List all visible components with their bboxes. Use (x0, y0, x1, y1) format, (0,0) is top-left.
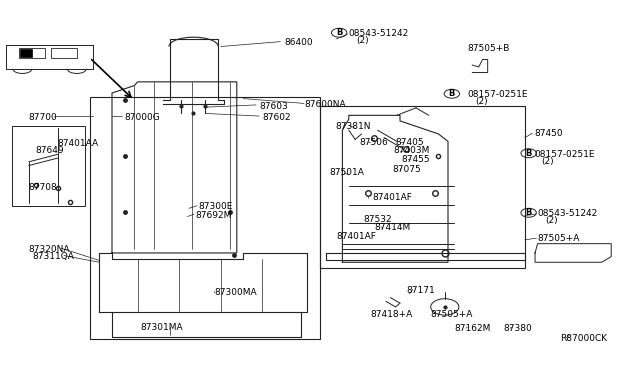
Bar (320, 106, 525, 268)
Text: 87300E: 87300E (198, 202, 233, 211)
Text: 87600NA: 87600NA (304, 100, 346, 109)
Text: 87380: 87380 (504, 324, 532, 333)
Text: 87708: 87708 (29, 183, 58, 192)
Text: 87603: 87603 (259, 102, 288, 110)
Bar (20, 49, 32, 57)
Text: (2): (2) (475, 97, 488, 106)
Text: 87505+A: 87505+A (430, 310, 472, 319)
Text: 87414M: 87414M (374, 223, 411, 232)
Text: 87405: 87405 (395, 138, 424, 147)
Text: 87700: 87700 (29, 113, 58, 122)
Text: (2): (2) (356, 36, 369, 45)
Text: 87301MA: 87301MA (141, 323, 184, 332)
Text: B: B (449, 89, 455, 98)
Text: 87162M: 87162M (454, 324, 491, 333)
Text: 87403M: 87403M (394, 146, 430, 155)
Text: 87418+A: 87418+A (370, 310, 412, 319)
Bar (12, 126, 85, 206)
Text: 87075: 87075 (392, 165, 421, 174)
Text: B: B (525, 208, 532, 217)
Bar (51, 48, 77, 58)
Text: 87300MA: 87300MA (214, 288, 257, 296)
Text: (2): (2) (541, 157, 554, 166)
Text: 87532: 87532 (364, 215, 392, 224)
Text: 86400: 86400 (285, 38, 314, 47)
Bar (90, 97, 320, 339)
Text: 87401AA: 87401AA (58, 139, 99, 148)
Text: 87000G: 87000G (125, 113, 161, 122)
Text: 87320NA: 87320NA (29, 245, 70, 254)
Text: 87505+B: 87505+B (467, 44, 509, 53)
Text: 87381N: 87381N (335, 122, 371, 131)
Text: 87501A: 87501A (329, 169, 364, 177)
Text: 08543-51242: 08543-51242 (349, 29, 409, 38)
Text: 87455: 87455 (401, 155, 430, 164)
Text: 87171: 87171 (406, 286, 435, 295)
Text: 87450: 87450 (534, 129, 563, 138)
Text: 08543-51242: 08543-51242 (538, 209, 598, 218)
Text: 87401AF: 87401AF (372, 193, 412, 202)
Text: B: B (336, 28, 342, 37)
Text: 87649: 87649 (35, 146, 64, 155)
Text: B: B (525, 149, 532, 158)
Text: 87311QA: 87311QA (32, 252, 74, 261)
Text: 87602: 87602 (262, 113, 291, 122)
Text: 87401AF: 87401AF (336, 232, 376, 241)
Text: R87000CK: R87000CK (560, 334, 607, 343)
Text: 08157-0251E: 08157-0251E (467, 90, 528, 99)
Text: 08157-0251E: 08157-0251E (534, 150, 595, 159)
Text: 87692M: 87692M (195, 211, 232, 220)
Text: 87506: 87506 (360, 138, 388, 147)
Bar (19, 48, 45, 58)
Text: 87505+A: 87505+A (538, 234, 580, 243)
Text: (2): (2) (545, 216, 558, 225)
